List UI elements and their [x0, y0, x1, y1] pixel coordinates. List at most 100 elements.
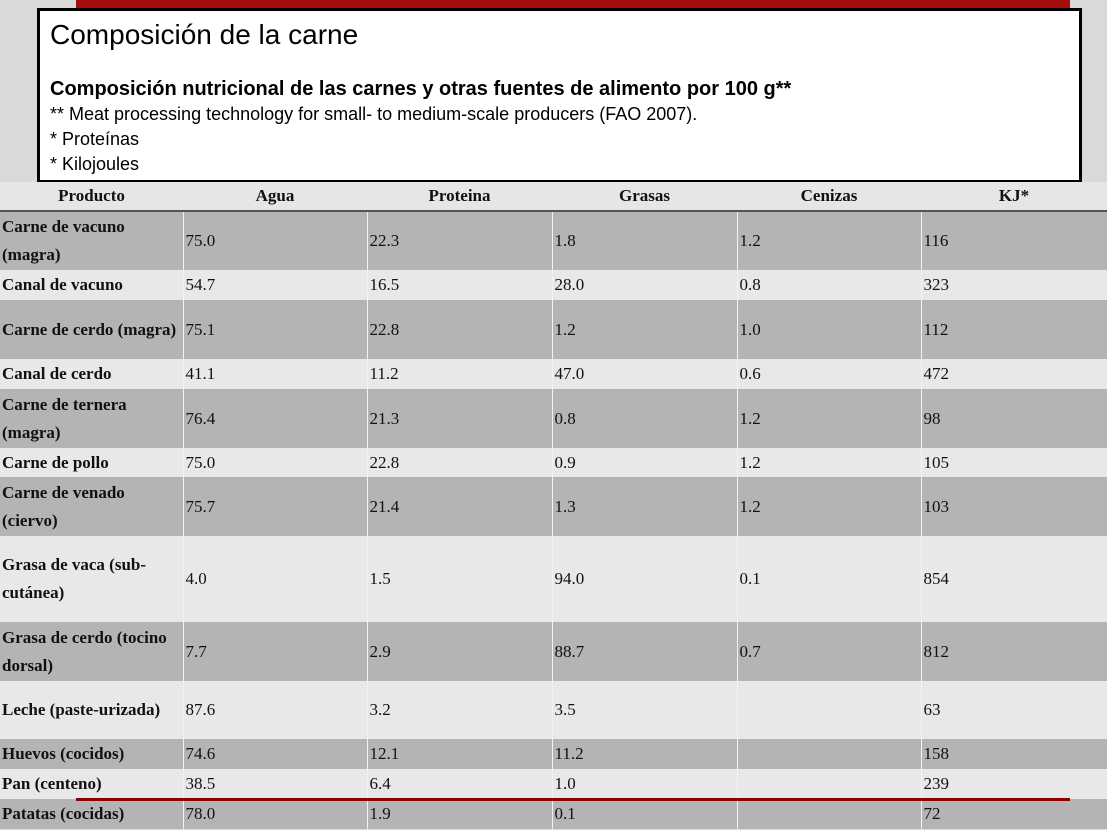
kj-cell: 472 [920, 359, 1107, 389]
source-note: ** Meat processing technology for small-… [50, 104, 698, 124]
table-row: Canal de cerdo 41.1 11.2 47.0 0.6 472 [0, 359, 1107, 389]
grasas-cell: 0.8 [551, 389, 737, 448]
proteina-cell: 12.1 [366, 739, 552, 769]
kj-cell: 105 [920, 448, 1107, 477]
cenizas-cell: 1.2 [736, 389, 921, 448]
cenizas-cell: 1.2 [736, 448, 921, 477]
cenizas-cell: 0.8 [736, 270, 921, 300]
slide-title: Composición de la carne [50, 19, 359, 50]
product-cell: Carne de cerdo (magra) [0, 300, 183, 359]
cenizas-cell: 1.0 [736, 300, 921, 359]
grasas-cell: 0.9 [551, 448, 737, 477]
proteina-cell: 22.8 [366, 300, 552, 359]
proteina-cell: 1.5 [366, 536, 552, 622]
column-header-proteina: Proteina [367, 182, 552, 212]
header-box: Composición de la carne Composición nutr… [37, 8, 1082, 183]
product-cell: Grasa de vaca (sub-cutánea) [0, 536, 183, 622]
table-row: Canal de vacuno 54.7 16.5 28.0 0.8 323 [0, 270, 1107, 300]
agua-cell: 87.6 [182, 681, 367, 739]
proteina-cell: 6.4 [366, 769, 552, 799]
product-cell: Patatas (cocidas) [0, 799, 183, 829]
table-row: Leche (paste-urizada) 87.6 3.2 3.5 63 [0, 681, 1107, 739]
grasas-cell: 1.0 [551, 769, 737, 799]
grasas-cell: 3.5 [551, 681, 737, 739]
agua-cell: 78.0 [182, 799, 367, 829]
table-row: Patatas (cocidas) 78.0 1.9 0.1 72 [0, 799, 1107, 829]
grasas-cell: 1.8 [551, 211, 737, 270]
table-row: Grasa de cerdo (tocino dorsal) 7.7 2.9 88.7… [0, 622, 1107, 681]
product-cell: Grasa de cerdo (tocino dorsal) [0, 622, 183, 681]
bottom-accent-line [76, 798, 1070, 801]
grasas-cell: 11.2 [551, 739, 737, 769]
kj-cell: 812 [920, 622, 1107, 681]
product-cell: Carne de venado (ciervo) [0, 477, 183, 536]
cenizas-cell: 0.1 [736, 536, 921, 622]
proteina-cell: 16.5 [366, 270, 552, 300]
table-row: Carne de vacuno (magra) 75.0 22.3 1.8 1.2 116 [0, 211, 1107, 270]
kj-cell: 323 [920, 270, 1107, 300]
product-cell: Huevos (cocidos) [0, 739, 183, 769]
cenizas-cell: 0.7 [736, 622, 921, 681]
product-cell: Canal de vacuno [0, 270, 183, 300]
table-subtitle: Composición nutricional de las carnes y … [50, 78, 792, 100]
column-header-grasas: Grasas [552, 182, 737, 212]
product-cell: Carne de vacuno (magra) [0, 211, 183, 270]
kj-cell: 239 [920, 769, 1107, 799]
table-row: Carne de cerdo (magra) 75.1 22.8 1.2 1.0 112 [0, 300, 1107, 359]
column-header-producto: Producto [0, 182, 183, 212]
cenizas-cell [736, 739, 921, 769]
product-cell: Carne de ternera (magra) [0, 389, 183, 448]
column-header-kj: KJ* [921, 182, 1107, 212]
table-row: Huevos (cocidos) 74.6 12.1 11.2 158 [0, 739, 1107, 769]
proteina-cell: 3.2 [366, 681, 552, 739]
cenizas-cell: 1.2 [736, 211, 921, 270]
cenizas-cell: 1.2 [736, 477, 921, 536]
grasas-cell: 0.1 [551, 799, 737, 829]
table-row: Pan (centeno) 38.5 6.4 1.0 239 [0, 769, 1107, 799]
table-row: Carne de ternera (magra) 76.4 21.3 0.8 1.2 98 [0, 389, 1107, 448]
proteina-cell: 1.9 [366, 799, 552, 829]
agua-cell: 75.0 [182, 448, 367, 477]
grasas-cell: 88.7 [551, 622, 737, 681]
grasas-cell: 28.0 [551, 270, 737, 300]
proteina-cell: 22.8 [366, 448, 552, 477]
footnote-kilojoules: * Kilojoules [50, 154, 140, 174]
agua-cell: 38.5 [182, 769, 367, 799]
kj-cell: 112 [920, 300, 1107, 359]
footnote-proteins: * Proteínas [50, 129, 140, 149]
grasas-cell: 47.0 [551, 359, 737, 389]
kj-cell: 854 [920, 536, 1107, 622]
agua-cell: 75.1 [182, 300, 367, 359]
cenizas-cell [736, 799, 921, 829]
cenizas-cell [736, 681, 921, 739]
kj-cell: 63 [920, 681, 1107, 739]
agua-cell: 4.0 [182, 536, 367, 622]
table-row: Carne de venado (ciervo) 75.7 21.4 1.3 1.2 10… [0, 477, 1107, 536]
table-row: Carne de pollo 75.0 22.8 0.9 1.2 105 [0, 448, 1107, 477]
agua-cell: 74.6 [182, 739, 367, 769]
grasas-cell: 94.0 [551, 536, 737, 622]
proteina-cell: 11.2 [366, 359, 552, 389]
cenizas-cell [736, 769, 921, 799]
product-cell: Leche (paste-urizada) [0, 681, 183, 739]
proteina-cell: 22.3 [366, 211, 552, 270]
product-cell: Canal de cerdo [0, 359, 183, 389]
column-header-agua: Agua [183, 182, 367, 212]
agua-cell: 54.7 [182, 270, 367, 300]
cenizas-cell: 0.6 [736, 359, 921, 389]
agua-cell: 7.7 [182, 622, 367, 681]
proteina-cell: 21.3 [366, 389, 552, 448]
agua-cell: 76.4 [182, 389, 367, 448]
table-row: Grasa de vaca (sub-cutánea) 4.0 1.5 94.0 0.1… [0, 536, 1107, 622]
kj-cell: 72 [920, 799, 1107, 829]
product-cell: Carne de pollo [0, 448, 183, 477]
proteina-cell: 2.9 [366, 622, 552, 681]
agua-cell: 41.1 [182, 359, 367, 389]
column-header-cenizas: Cenizas [737, 182, 921, 212]
kj-cell: 158 [920, 739, 1107, 769]
grasas-cell: 1.3 [551, 477, 737, 536]
product-cell: Pan (centeno) [0, 769, 183, 799]
nutrition-table: Producto Agua Proteina Grasas Cenizas KJ… [0, 182, 1107, 829]
kj-cell: 116 [920, 211, 1107, 270]
grasas-cell: 1.2 [551, 300, 737, 359]
